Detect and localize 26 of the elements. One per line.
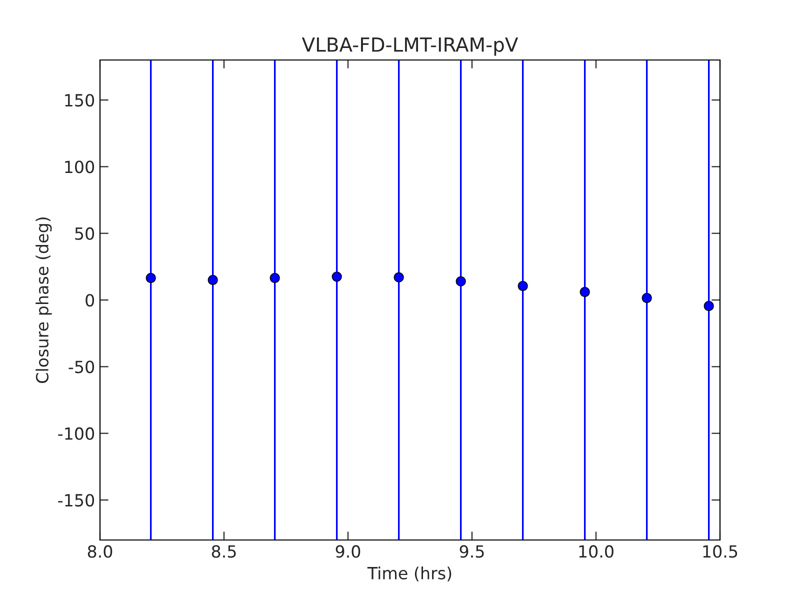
point	[642, 292, 652, 304]
x-axis-title: Time (hrs)	[367, 566, 452, 582]
y-tick-label: -50	[68, 360, 94, 374]
point	[208, 274, 218, 286]
x-tick-label: 9.0	[336, 545, 360, 558]
y-tick-label: 150	[65, 94, 94, 107]
chart-title: VLBA-FD-LMT-IRAM-pV	[302, 37, 518, 56]
x-tick-label: 8.5	[212, 545, 236, 558]
point	[456, 276, 466, 286]
point	[394, 272, 404, 282]
point	[332, 272, 342, 282]
x-tick-label: 10.0	[579, 545, 614, 558]
y-tick-label: 100	[65, 160, 94, 174]
x-tick-label: 10.5	[703, 545, 738, 558]
point	[270, 272, 280, 284]
x-tick-label: 9.5	[460, 545, 484, 558]
y-tick-label: 0	[86, 294, 94, 307]
point	[146, 272, 156, 284]
point	[704, 300, 714, 312]
y-tick-label: -150	[58, 494, 94, 507]
point	[518, 280, 528, 292]
x-tick-label: 8.0	[88, 545, 112, 558]
point	[580, 286, 590, 298]
y-tick-label: 50	[75, 227, 94, 240]
y-tick-label: -100	[58, 427, 94, 440]
y-axis-title: Closure phase (deg)	[36, 218, 52, 383]
